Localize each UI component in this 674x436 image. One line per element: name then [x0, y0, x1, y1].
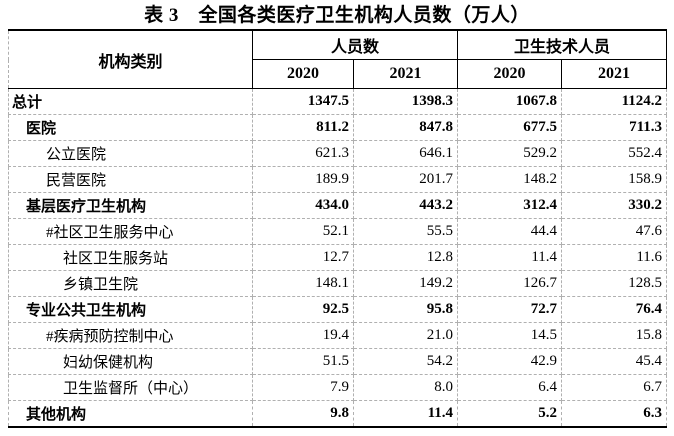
value-cell: 1398.3	[352, 88, 459, 115]
table-header: 机构类别 人员数 卫生技术人员 2020 2021 2020 2021	[8, 30, 668, 89]
value-cell: 51.5	[252, 348, 354, 375]
value-cell: 52.1	[252, 218, 354, 245]
value-cell: 45.4	[561, 348, 668, 375]
value-cell: 189.9	[252, 166, 354, 193]
value-cell: 646.1	[352, 140, 459, 167]
value-cell: 148.2	[457, 166, 563, 193]
value-cell: 11.6	[561, 244, 668, 271]
value-cell: 677.5	[457, 114, 563, 141]
value-cell: 443.2	[352, 192, 459, 219]
page-title: 表 3 全国各类医疗卫生机构人员数（万人）	[144, 5, 530, 26]
row-label: 公立医院	[8, 140, 253, 167]
value-cell: 95.8	[352, 296, 459, 323]
value-cell: 330.2	[561, 192, 668, 219]
row-label: 其他机构	[8, 400, 253, 428]
value-cell: 44.4	[457, 218, 563, 245]
table-row: #社区卫生服务中心 52.1 55.5 44.4 47.6	[8, 218, 668, 245]
row-label: 基层医疗卫生机构	[8, 192, 253, 219]
value-cell: 6.7	[561, 374, 668, 401]
table-row: 乡镇卫生院 148.1 149.2 126.7 128.5	[8, 270, 668, 297]
value-cell: 149.2	[352, 270, 459, 297]
table-row: 医院 811.2 847.8 677.5 711.3	[8, 114, 668, 141]
row-label: 妇幼保健机构	[8, 348, 253, 375]
column-header-personnel-2021: 2021	[353, 59, 459, 89]
value-cell: 47.6	[561, 218, 668, 245]
value-cell: 42.9	[457, 348, 563, 375]
row-label: 总计	[8, 88, 253, 115]
value-cell: 72.7	[457, 296, 563, 323]
column-header-category: 机构类别	[8, 30, 253, 89]
header-row-groups: 机构类别 人员数 卫生技术人员	[8, 30, 668, 89]
value-cell: 55.5	[352, 218, 459, 245]
value-cell: 9.8	[252, 400, 354, 428]
column-header-tech-2021: 2021	[561, 59, 668, 89]
value-cell: 201.7	[352, 166, 459, 193]
table-row: 其他机构 9.8 11.4 5.2 6.3	[8, 400, 668, 428]
column-group-health-technicians: 卫生技术人员	[457, 30, 668, 60]
value-cell: 92.5	[252, 296, 354, 323]
statistics-table: 机构类别 人员数 卫生技术人员 2020 2021 2020 2021 总计 13…	[8, 29, 668, 428]
row-label: 卫生监督所（中心）	[8, 374, 253, 401]
table-row: 总计 1347.5 1398.3 1067.8 1124.2	[8, 88, 668, 115]
value-cell: 1347.5	[252, 88, 354, 115]
value-cell: 148.1	[252, 270, 354, 297]
table-body: 总计 1347.5 1398.3 1067.8 1124.2 医院 811.2 847.8 67…	[8, 88, 668, 428]
table-row: 卫生监督所（中心） 7.9 8.0 6.4 6.7	[8, 374, 668, 401]
value-cell: 711.3	[561, 114, 668, 141]
table-row: 社区卫生服务站 12.7 12.8 11.4 11.6	[8, 244, 668, 271]
value-cell: 128.5	[561, 270, 668, 297]
table-row: 基层医疗卫生机构 434.0 443.2 312.4 330.2	[8, 192, 668, 219]
row-label: 乡镇卫生院	[8, 270, 253, 297]
value-cell: 11.4	[457, 244, 563, 271]
value-cell: 1124.2	[561, 88, 668, 115]
value-cell: 14.5	[457, 322, 563, 349]
value-cell: 621.3	[252, 140, 354, 167]
value-cell: 19.4	[252, 322, 354, 349]
column-header-tech-2020: 2020	[457, 59, 563, 89]
value-cell: 126.7	[457, 270, 563, 297]
value-cell: 12.7	[252, 244, 354, 271]
value-cell: 7.9	[252, 374, 354, 401]
value-cell: 21.0	[352, 322, 459, 349]
table-row: #疾病预防控制中心 19.4 21.0 14.5 15.8	[8, 322, 668, 349]
value-cell: 1067.8	[457, 88, 563, 115]
value-cell: 76.4	[561, 296, 668, 323]
value-cell: 6.4	[457, 374, 563, 401]
table-row: 专业公共卫生机构 92.5 95.8 72.7 76.4	[8, 296, 668, 323]
row-label: 医院	[8, 114, 253, 141]
value-cell: 811.2	[252, 114, 354, 141]
value-cell: 434.0	[252, 192, 354, 219]
value-cell: 552.4	[561, 140, 668, 167]
value-cell: 312.4	[457, 192, 563, 219]
value-cell: 54.2	[352, 348, 459, 375]
value-cell: 8.0	[352, 374, 459, 401]
value-cell: 11.4	[352, 400, 459, 428]
value-cell: 15.8	[561, 322, 668, 349]
value-cell: 158.9	[561, 166, 668, 193]
row-label: 社区卫生服务站	[8, 244, 253, 271]
table-row: 公立医院 621.3 646.1 529.2 552.4	[8, 140, 668, 167]
table-row: 民营医院 189.9 201.7 148.2 158.9	[8, 166, 668, 193]
row-label: 专业公共卫生机构	[8, 296, 253, 323]
value-cell: 6.3	[561, 400, 668, 428]
value-cell: 529.2	[457, 140, 563, 167]
column-header-personnel-2020: 2020	[252, 59, 354, 89]
row-label: #疾病预防控制中心	[8, 322, 253, 349]
row-label: 民营医院	[8, 166, 253, 193]
table-row: 妇幼保健机构 51.5 54.2 42.9 45.4	[8, 348, 668, 375]
row-label: #社区卫生服务中心	[8, 218, 253, 245]
value-cell: 5.2	[457, 400, 563, 428]
value-cell: 12.8	[352, 244, 459, 271]
column-group-personnel: 人员数	[252, 30, 459, 60]
value-cell: 847.8	[352, 114, 459, 141]
